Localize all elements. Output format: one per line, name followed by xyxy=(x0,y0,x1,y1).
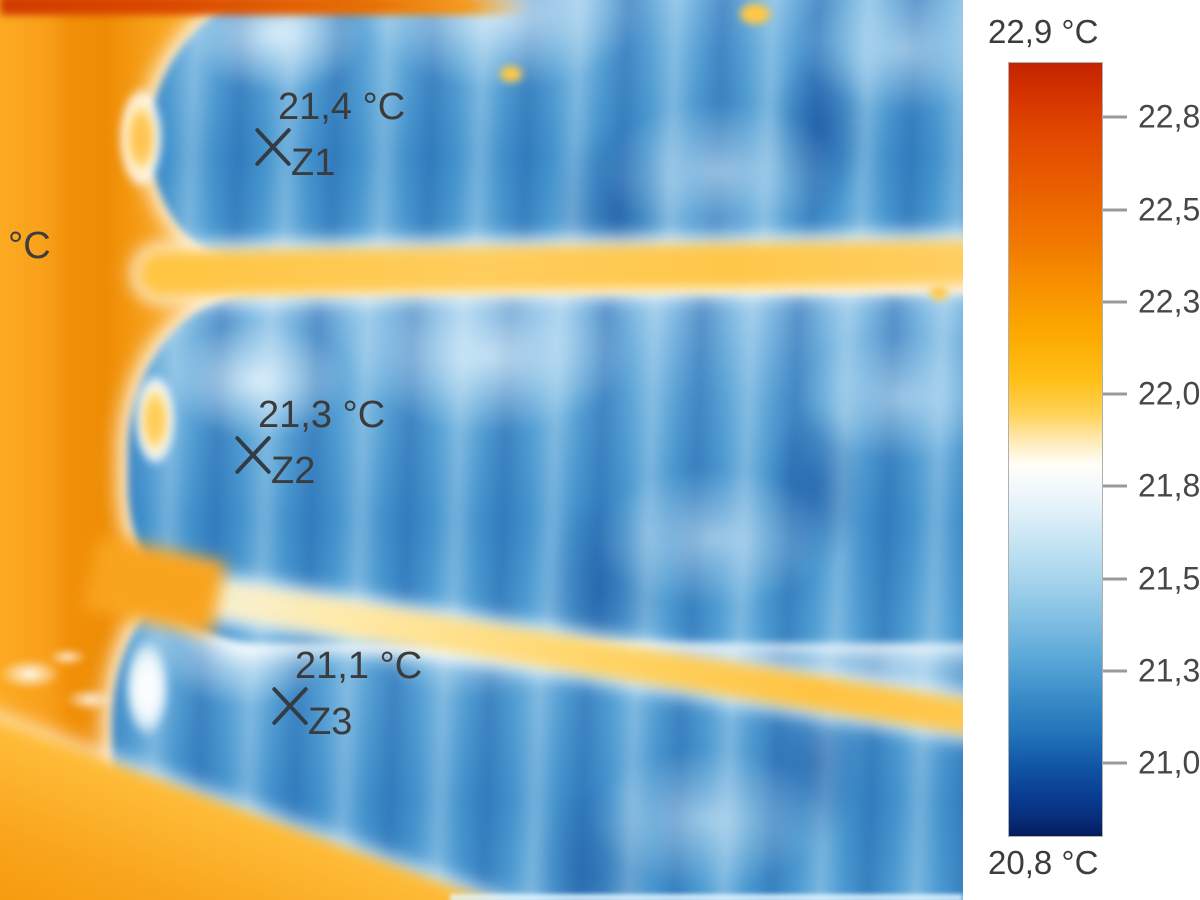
thermal-image: °C 21,4 °C Z1 21,3 °C Z2 21,1 °C Z3 xyxy=(0,0,963,900)
temperature-readout: 21,4 °C xyxy=(278,86,406,129)
colorbar-tick: 22,8 xyxy=(1103,99,1200,136)
tick-line xyxy=(1103,484,1127,488)
temperature-scale-panel: 22,9 °C 22,8 22,5 22,3 22,0 21,8 21,5 21,3 21,0… xyxy=(963,0,1200,900)
tick-line xyxy=(1103,300,1127,304)
temperature-readout: 21,3 °C xyxy=(258,394,386,437)
x-marker-icon xyxy=(250,124,296,170)
unit-label: °C xyxy=(8,225,51,267)
tick-value-label: 22,5 xyxy=(1138,191,1200,228)
colorbar-tick: 21,0 xyxy=(1103,745,1200,782)
temperature-readout: 21,1 °C xyxy=(295,645,423,688)
colorbar-tick: 22,5 xyxy=(1103,191,1200,228)
warm-spot-2 xyxy=(500,66,522,82)
slab-eyelet-2 xyxy=(134,373,176,467)
point-label: Z2 xyxy=(271,450,316,492)
tick-value-label: 21,5 xyxy=(1138,560,1200,597)
hot-band xyxy=(0,0,530,15)
colorbar-gradient xyxy=(1008,62,1103,837)
x-marker-icon xyxy=(230,432,276,478)
tick-line xyxy=(1103,208,1127,212)
slab-eyelet-1 xyxy=(118,86,164,190)
colorbar-tick: 22,0 xyxy=(1103,376,1200,413)
tick-value-label: 21,8 xyxy=(1138,467,1200,504)
tick-value-label: 22,8 xyxy=(1138,98,1200,135)
scale-min-label: 20,8 °C xyxy=(988,844,1099,881)
warm-spot-1 xyxy=(740,4,770,24)
tick-line xyxy=(1103,761,1127,765)
tick-value-label: 22,0 xyxy=(1138,375,1200,412)
tick-line xyxy=(1103,577,1127,581)
point-label: Z1 xyxy=(291,142,336,184)
colorbar-ticks: 22,8 22,5 22,3 22,0 21,8 21,5 21,3 21,0 xyxy=(1103,62,1200,837)
tick-value-label: 21,0 xyxy=(1138,744,1200,781)
point-label: Z3 xyxy=(308,701,353,743)
tick-line xyxy=(1103,115,1127,119)
colorbar-tick: 22,3 xyxy=(1103,283,1200,320)
colorbar-tick: 21,8 xyxy=(1103,468,1200,505)
warm-spot-3 xyxy=(930,286,948,300)
tick-line xyxy=(1103,392,1127,396)
colorbar-tick: 21,3 xyxy=(1103,652,1200,689)
measurement-markers-layer: 21,4 °C Z1 21,3 °C Z2 21,1 °C Z3 xyxy=(0,0,963,900)
tick-value-label: 21,3 xyxy=(1138,652,1200,689)
x-marker-icon xyxy=(267,683,313,729)
colorbar-tick: 21,5 xyxy=(1103,560,1200,597)
tick-line xyxy=(1103,669,1127,673)
white-speckle-patch xyxy=(0,640,135,725)
cool-bottom-edge xyxy=(450,894,963,900)
scale-max-label: 22,9 °C xyxy=(988,13,1099,50)
tick-value-label: 22,3 xyxy=(1138,283,1200,320)
